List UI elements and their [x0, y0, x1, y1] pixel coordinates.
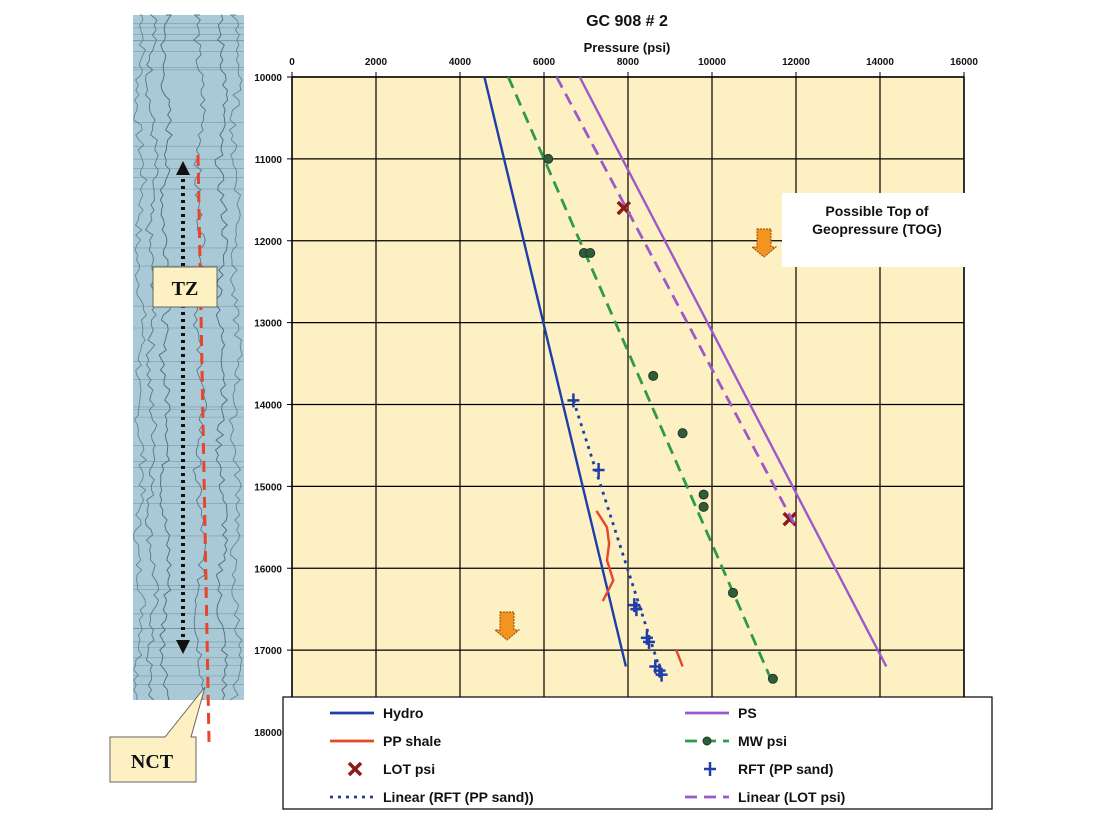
series-mw-psi-point [728, 587, 738, 598]
tog-annotation-box [782, 193, 970, 267]
series-mw-psi-point [698, 501, 709, 512]
legend-item-hydro: Hydro [330, 705, 423, 721]
tog-annotation: Possible Top of Geopressure (TOG) [782, 193, 970, 267]
legend-item-linear-lot-psi: Linear (LOT psi) [685, 789, 845, 805]
series-rft-pp-sand-point [630, 602, 643, 617]
y-tick-label: 12000 [254, 237, 282, 248]
y-tick-label: 13000 [254, 319, 282, 330]
series-ps-line [578, 76, 888, 668]
legend-item-rft-pp-sand: RFT (PP sand) [704, 761, 833, 777]
y-tick-label: 16000 [254, 564, 282, 575]
x-tick-labels: 0 2000 4000 6000 8000 10000 12000 14000 16000 [289, 57, 978, 68]
y-tick-label: 14000 [254, 401, 282, 412]
y-tick-label: 11000 [255, 155, 283, 166]
x-tick-label: 14000 [866, 57, 894, 68]
legend-label: Linear (RFT (PP sand)) [383, 789, 534, 805]
y-tick-labels: 10000 11000 12000 13000 14000 15000 16000 17000… [254, 73, 282, 739]
legend-label: Hydro [383, 705, 423, 721]
nct-callout: NCT [109, 686, 206, 783]
legend-label: MW psi [738, 733, 787, 749]
legend-item-pp-shale: PP shale [330, 733, 441, 749]
series-mw-psi-line [507, 76, 773, 680]
legend-item-ps: PS [685, 705, 757, 721]
tz-callout: TZ [152, 266, 218, 308]
legend-label: RFT (PP sand) [738, 761, 833, 777]
nct-callout-shape [109, 686, 206, 783]
y-tick-label: 10000 [254, 73, 282, 84]
x-tick-label: 4000 [449, 57, 472, 68]
tz-callout-label: TZ [172, 278, 199, 300]
x-tick-label: 2000 [365, 57, 388, 68]
nct-line [196, 154, 211, 743]
x-tick-label: 16000 [950, 57, 978, 68]
tog-annotation-line-2: Geopressure (TOG) [812, 221, 942, 237]
tz-arrow-icon [176, 161, 190, 654]
series-linear-lot-psi-line [555, 76, 796, 524]
well-log-strip [132, 14, 244, 701]
legend-box [282, 696, 993, 810]
legend-label: Linear (LOT psi) [738, 789, 845, 805]
nct-callout-label: NCT [131, 751, 174, 773]
x-tick-label: 0 [289, 57, 295, 68]
tog-arrow-icon [750, 228, 778, 258]
x-tick-label: 6000 [533, 57, 556, 68]
series-mw-psi-point [648, 370, 659, 381]
series-pp-shale-segment [675, 649, 684, 667]
x-tick-label: 10000 [698, 57, 726, 68]
x-axis-title: Pressure (psi) [584, 40, 671, 55]
ntg-arrow-icon [493, 611, 521, 641]
series-hydro-line [483, 76, 628, 667]
legend-label: LOT psi [383, 761, 435, 777]
tog-annotation-line-1: Possible Top of [825, 203, 929, 219]
series-layer [483, 76, 888, 684]
log-strip-bg [133, 15, 244, 700]
x-tick-label: 12000 [782, 57, 810, 68]
series-mw-psi-point [767, 673, 778, 684]
series-mw-psi-point [698, 489, 709, 500]
series-pp-shale-line [595, 510, 615, 602]
legend: Hydro PS PP shale MW psi LOT psi RFT (PP sand… [282, 696, 993, 810]
y-tick-label: 15000 [254, 482, 282, 493]
y-tick-label: 18000 [254, 728, 282, 739]
legend-label: PS [738, 705, 757, 721]
tz-callout-box [152, 266, 218, 308]
legend-item-mw-psi: MW psi [685, 733, 787, 749]
x-tick-label: 8000 [617, 57, 640, 68]
y-tick-label: 17000 [254, 646, 282, 657]
chart-title: GC 908 # 2 [586, 13, 668, 30]
series-mw-psi-point [585, 248, 596, 259]
legend-label: PP shale [383, 733, 441, 749]
series-linear-rft-pp-sand-line [572, 399, 663, 676]
legend-item-linear-rft-pp-sand: Linear (RFT (PP sand)) [330, 789, 534, 805]
series-mw-psi-point [543, 153, 554, 164]
series-mw-psi-point [677, 428, 688, 439]
legend-item-lot-psi: LOT psi [347, 761, 435, 777]
